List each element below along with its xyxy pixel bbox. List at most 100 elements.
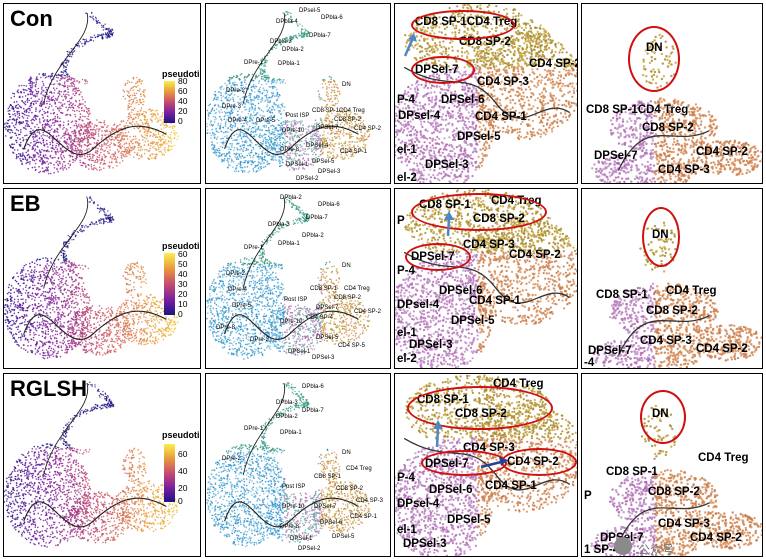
pseudotime-scatter: [4, 196, 179, 360]
cluster-label: Post ISP: [284, 297, 307, 303]
cluster-label: DPbla-2: [280, 195, 302, 201]
panel-rglsh-pseudotime: RGLSH pseudotime 60 40 20 0: [3, 373, 201, 557]
far-label: CD8 SP-1: [606, 466, 658, 478]
cluster-label: DPre-5: [256, 118, 275, 124]
cluster-label: DPSel-1: [290, 536, 312, 542]
cluster-label: DPSel-7: [316, 305, 338, 311]
panel-rglsh-far: DN CD4 Treg CD8 SP-1 P CD8 SP-2 CD4 SP-3…: [581, 373, 763, 557]
cluster-label: DPre-10: [282, 128, 304, 134]
cluster-label: DPSel-5: [312, 159, 334, 165]
legend-tick: 50: [178, 259, 187, 269]
row-label: Con: [10, 6, 53, 32]
zoom-label: P-4: [397, 94, 415, 106]
far-label: CD8 SP-2: [646, 305, 698, 317]
panel-eb-clusters: DPbla-2 DPbla-6 DPbla-7 DPbla-3 DPbla-2 …: [205, 188, 391, 369]
zoom-label: DPSel-3: [425, 159, 468, 171]
legend-tick: 20: [178, 106, 187, 116]
cluster-label: DPbla-3: [268, 222, 290, 228]
cluster-label: DN: [342, 450, 351, 456]
legend-colorbar: [164, 253, 175, 315]
cluster-label: CD4 SP-1: [340, 149, 367, 155]
zoom-label: el-2: [397, 172, 417, 183]
wechat-icon: [614, 537, 632, 555]
cluster-scatter: [206, 382, 371, 548]
cluster-label: DPbla-1: [278, 61, 300, 67]
legend-title: pseudotime: [162, 430, 200, 440]
legend-tick: 0: [178, 309, 183, 319]
panel-con-zoom: CD8 SP-1CD4 Treg CD8 SP-2 DPSel-7 CD4 SP…: [394, 3, 578, 184]
cluster-label: DPSel-5: [316, 335, 338, 341]
cluster-label: CD8 SP-2: [334, 295, 361, 301]
legend-tick: 0: [178, 116, 183, 126]
zoom-label: CD4 SP-1: [485, 480, 537, 492]
zoom-label: DPSel-3: [409, 339, 452, 351]
far-label: CD4 SP-2: [690, 532, 742, 544]
legend-tick: 80: [178, 76, 187, 86]
cluster-label: DPbla-1: [280, 430, 302, 436]
legend-tick: 40: [178, 269, 187, 279]
legend-tick: 10: [178, 299, 187, 309]
cluster-label: DPre-2: [226, 271, 245, 277]
zoom-label: DPsel-4: [397, 498, 439, 510]
far-label: -4: [584, 357, 594, 368]
panel-con-pseudotime: Con pseudotime 80 60 40 20 0: [3, 3, 201, 184]
panel-rglsh-zoom: CD4 Treg CD8 SP-1 CD8 SP-2 CD4 SP-3 DPSe…: [394, 373, 578, 557]
legend-tick: 30: [178, 279, 187, 289]
zoom-label: DPsel-4: [397, 299, 439, 311]
legend-tick: 60: [178, 449, 187, 459]
zoom-label: DPSel-6: [429, 484, 472, 496]
legend-tick: 60: [178, 249, 187, 259]
cluster-label: CD8 SP-1: [310, 286, 337, 292]
highlight-ellipse: [640, 390, 686, 444]
highlight-ellipse: [501, 448, 577, 476]
cluster-label: DPbla-7: [309, 33, 331, 39]
cluster-label: Post ISP: [286, 113, 309, 119]
arrow-icon: [444, 211, 454, 237]
legend-tick: 60: [178, 86, 187, 96]
watermark-text: 公众号: [638, 541, 674, 558]
zoom-label: P-4: [397, 265, 415, 277]
far-label: CD8 SP-2: [642, 122, 694, 134]
far-label: P: [584, 490, 592, 502]
panel-con-clusters: DPsel-5 DPbla-4 DPbla-6 DPbla-3 DPbla-7 …: [205, 3, 391, 184]
far-scatter: [591, 33, 762, 183]
highlight-ellipse: [407, 386, 553, 430]
cluster-label: DPbla-3: [270, 39, 292, 45]
cluster-label: DPSel-3: [318, 169, 340, 175]
cluster-label: DPre-8: [216, 325, 235, 331]
zoom-label: P: [397, 215, 405, 227]
cluster-label: DPbla-7: [302, 408, 324, 414]
highlight-ellipse: [411, 193, 547, 231]
highlight-ellipse: [405, 243, 471, 271]
cluster-label: DPbla-6: [302, 384, 324, 390]
cluster-label: DPbla-4: [276, 19, 298, 25]
cluster-label: CD4 SP-1: [350, 514, 377, 520]
zoom-label: CD4 SP-2: [509, 249, 561, 261]
cluster-label: DPre-4: [228, 287, 247, 293]
far-label: CD8 SP-1: [596, 289, 648, 301]
cluster-label: CD4 Treg: [344, 286, 370, 292]
pseudotime-scatter: [4, 11, 179, 175]
far-label: DPSel-7: [594, 150, 637, 162]
cluster-label: DPbla-7: [306, 215, 328, 221]
cluster-label: DPSel-1: [286, 162, 308, 168]
cluster-label: CD4 Treg: [346, 466, 372, 472]
cluster-label: CD8 SP-1CD4 Treg: [312, 108, 365, 114]
cluster-label: DPre-4: [228, 118, 247, 124]
far-label: CD4 SP-2: [696, 343, 748, 355]
panel-con-far: DN CD8 SP-1CD4 Treg CD8 SP-2 DPSel-7 CD4…: [581, 3, 763, 184]
zoom-label: CD4 SP-1: [469, 295, 521, 307]
panel-eb-far: DN CD8 SP-1 CD4 Treg CD8 SP-2 DPSel-7 CD…: [581, 188, 763, 369]
far-label: 1 SP-4: [584, 544, 619, 556]
cluster-label: CD4 SP-5: [338, 343, 365, 349]
zoom-label: DPSel-6: [441, 94, 484, 106]
cluster-label: DPSel-3: [312, 355, 334, 361]
zoom-label: DPsel-4: [398, 110, 440, 122]
zoom-label: CD4 SP-2: [529, 58, 577, 70]
cluster-label: CD4 SP-3: [356, 498, 383, 504]
cluster-label: DPSel-5: [332, 534, 354, 540]
cluster-label: DPbla-2: [282, 47, 304, 53]
row-label: EB: [10, 191, 41, 217]
cluster-label: CD8 SP-2: [336, 486, 363, 492]
far-label: CD8 SP-2: [648, 486, 700, 498]
